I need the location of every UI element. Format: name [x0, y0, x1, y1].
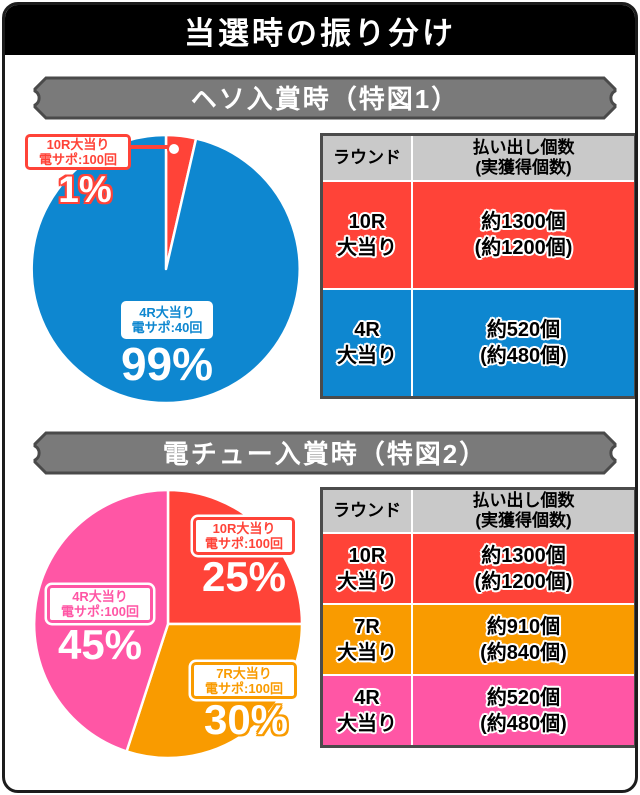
table2-row-7r-round: 7R 大当り — [323, 605, 411, 674]
pie2-callout-4r: 4R大当り 電サポ:100回 — [47, 585, 153, 623]
pie2-percent-7r: 30% — [203, 696, 289, 743]
pie2-callout-7r: 7R大当り 電サポ:100回 — [191, 662, 297, 699]
pie1-callout-10r: 10R大当り 電サポ:100回 — [25, 134, 131, 170]
table2-header-payout: 払い出し個数 (実獲得個数) — [413, 490, 634, 532]
section1-header-ribbon: ヘソ入賞時（特図1） — [33, 76, 617, 120]
pie-chart-tokuzu1 — [30, 133, 301, 405]
pie1-callout-4r-line1: 4R大当り — [139, 305, 195, 320]
table2-row-4r-round: 4R 大当り — [323, 676, 411, 745]
spec-table-tokuzu2: ラウンド 払い出し個数 (実獲得個数) 10R 大当り 約1300個 (約120… — [320, 487, 635, 748]
table1-header-round: ラウンド — [323, 136, 411, 180]
table2-row-10r-round: 10R 大当り — [323, 534, 411, 603]
pie2-percent-4r: 45% — [57, 621, 143, 668]
section1-title: ヘソ入賞時（特図1） — [190, 83, 460, 114]
table1-row-4r-round: 4R 大当り — [323, 290, 411, 396]
ribbon-path — [33, 76, 617, 120]
pie2-callout-10r-line1: 10R大当り — [212, 521, 276, 536]
table2-row-4r-payout: 約520個 (約480個) — [413, 676, 634, 745]
table1-row-10r-payout: 約1300個 (約1200個) — [413, 182, 634, 288]
table1-header-payout: 払い出し個数 (実獲得個数) — [413, 136, 634, 180]
title-bar: 当選時の振り分け — [5, 5, 635, 55]
pie2-callout-10r-line2: 電サポ:100回 — [204, 536, 284, 551]
pie1-leader-line — [128, 145, 176, 149]
pie1-slice-4r — [30, 133, 301, 405]
table2-row-7r-payout: 約910個 (約840個) — [413, 605, 634, 674]
pie2-callout-4r-line1: 4R大当り — [72, 589, 128, 604]
pie2-callout-10r: 10R大当り 電サポ:100回 — [193, 517, 295, 555]
pie2-callout-7r-line2: 電サポ:100回 — [204, 680, 284, 696]
table1-row-10r-round: 10R 大当り — [323, 182, 411, 288]
pie1-callout-10r-line2: 電サポ:100回 — [38, 152, 118, 167]
section2-header-ribbon: 電チュー入賞時（特図2） — [33, 431, 617, 475]
table1-row-4r-payout: 約520個 (約480個) — [413, 290, 634, 396]
pie2-callout-4r-line2: 電サポ:100回 — [60, 604, 140, 619]
table2-row-10r-payout: 約1300個 (約1200個) — [413, 534, 634, 603]
section2-title: 電チュー入賞時（特図2） — [162, 438, 488, 469]
pie1-leader-dot — [167, 142, 181, 156]
spec-table-tokuzu1: ラウンド 払い出し個数 (実獲得個数) 10R 大当り 約1300個 (約120… — [320, 133, 635, 399]
pie2-percent-10r: 25% — [201, 553, 287, 600]
page-title: 当選時の振り分け — [184, 15, 456, 51]
pie1-percent-4r: 99% — [120, 338, 214, 390]
pie1-callout-4r-line2: 電サポ:40回 — [131, 320, 203, 335]
ribbon-path — [33, 431, 617, 475]
pie1-percent-10r: 1% — [58, 169, 112, 210]
pie1-callout-4r: 4R大当り 電サポ:40回 — [121, 301, 213, 339]
ribbon-shape — [33, 431, 617, 475]
pie2-callout-7r-line1: 7R大当り — [216, 665, 272, 681]
table2-header-round: ラウンド — [323, 490, 411, 532]
ribbon-shape — [33, 76, 617, 120]
pie1-callout-10r-line1: 10R大当り — [46, 137, 110, 152]
